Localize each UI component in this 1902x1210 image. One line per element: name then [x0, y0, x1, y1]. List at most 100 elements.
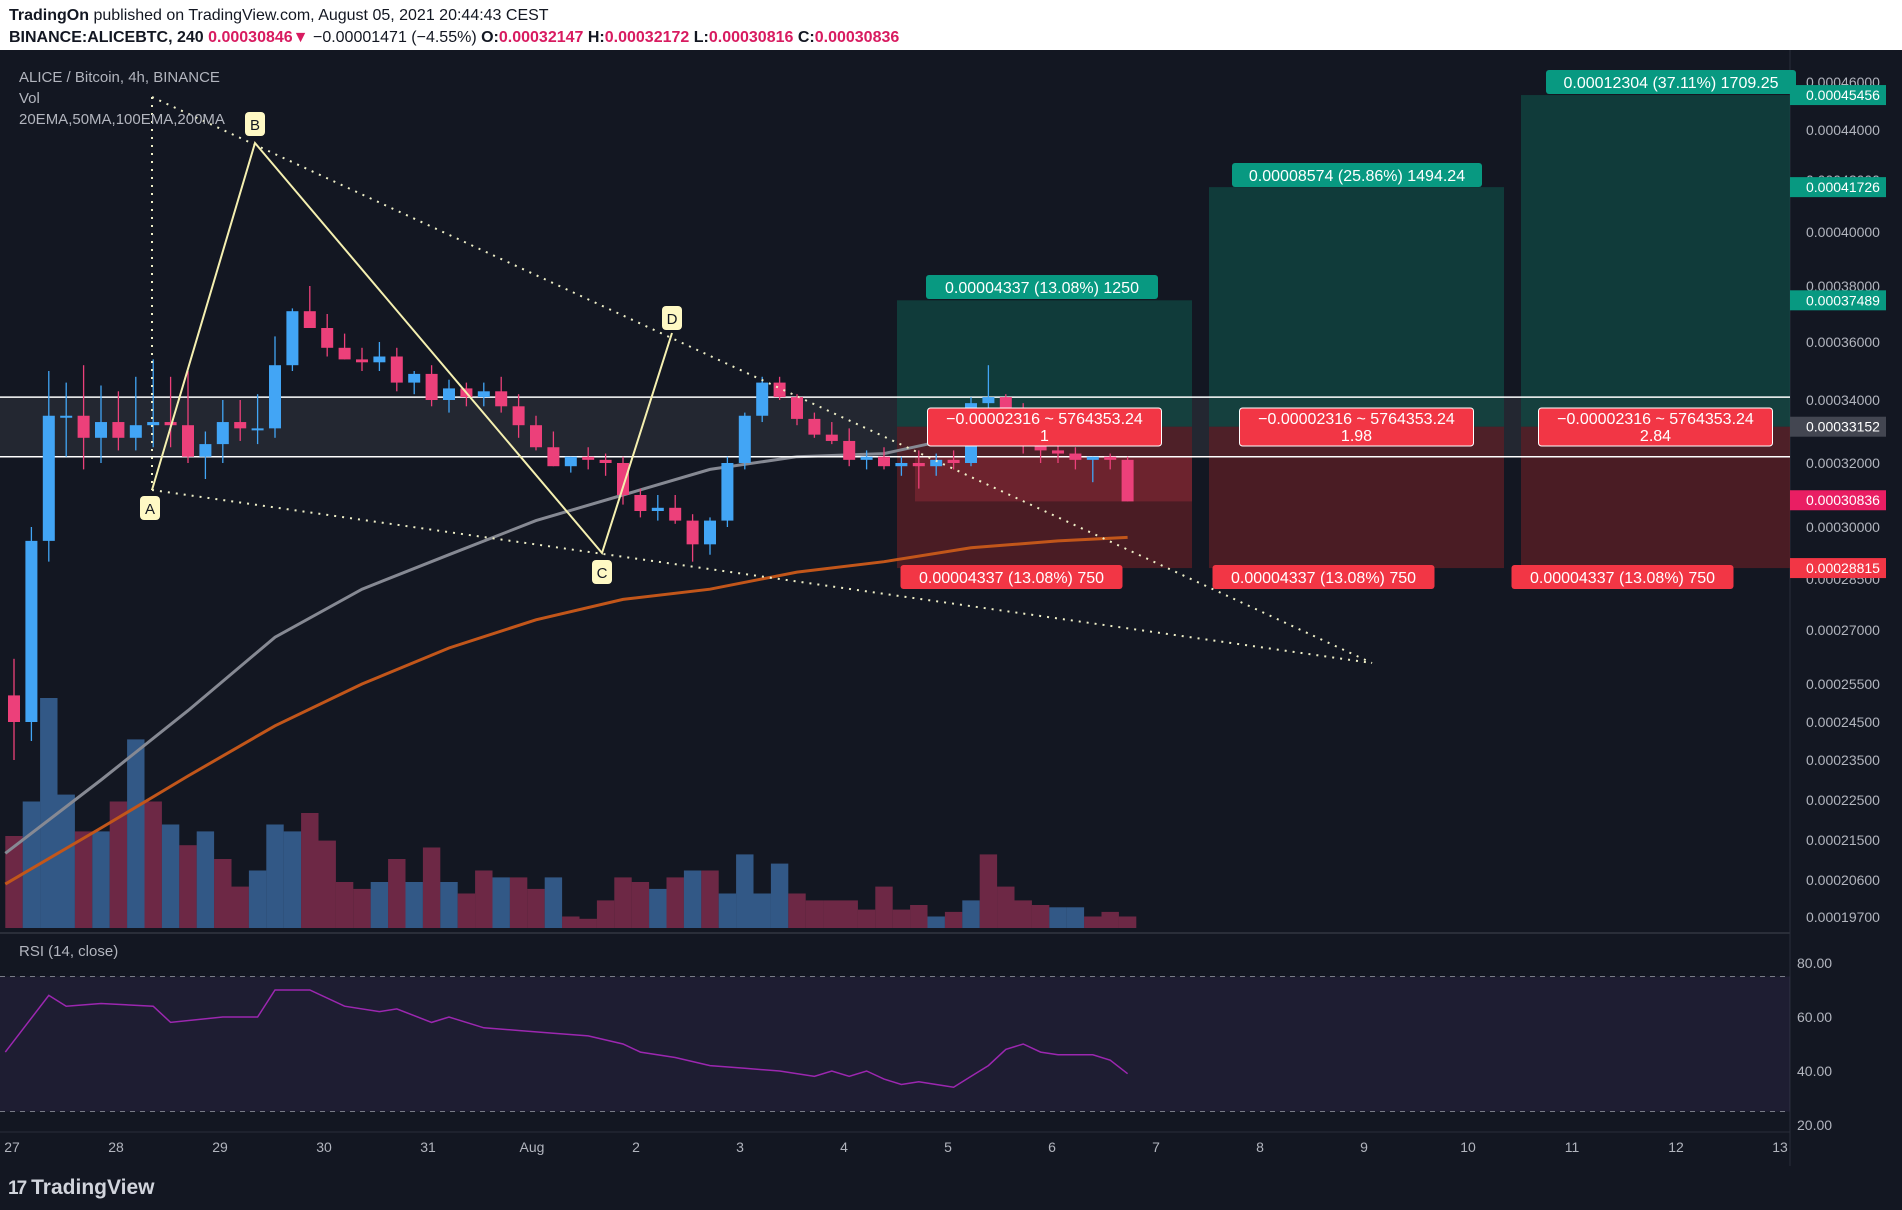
volume-bar [301, 813, 319, 928]
volume-bar [596, 900, 615, 928]
time-axis-tick: 7 [1152, 1139, 1160, 1155]
volume-bar [736, 854, 754, 928]
volume-bar [405, 882, 423, 928]
price-badge [1790, 558, 1886, 579]
volume-bar [997, 886, 1015, 928]
high-label: H: [587, 29, 605, 46]
down-arrow-icon: ▼ [292, 29, 309, 46]
candle-body [1052, 450, 1064, 454]
risk-info-bg [927, 407, 1162, 447]
candle-body [999, 397, 1012, 410]
price-axis-tick: 0.00027000 [1806, 622, 1880, 638]
time-axis-tick: 27 [4, 1139, 20, 1155]
risk-ratio-text: 2.84 [1640, 428, 1671, 445]
stop-zone [1209, 426, 1504, 569]
volume-bar [631, 882, 650, 928]
candle-body [286, 311, 299, 366]
candle-body [164, 422, 177, 426]
volume-bar [74, 831, 93, 928]
volume-bar [179, 845, 197, 928]
time-axis-tick: 13 [1772, 1139, 1788, 1155]
volume-bar [892, 909, 911, 928]
ma-orange-line [4, 535, 1128, 886]
symbol-line: BINANCE:ALICEBTC, 240 0.00030846▼ −0.000… [9, 29, 899, 47]
candle-body [129, 425, 142, 438]
ma-legend: 20EMA,50MA,100EMA,200MA [19, 111, 225, 128]
volume-bar [701, 870, 719, 928]
candle-body [390, 356, 403, 383]
time-axis-tick: 2 [632, 1139, 640, 1155]
abcd-pattern-line [151, 140, 673, 556]
target-label: 0.00004337 (13.08%) 1250 [945, 280, 1139, 297]
candle-body [356, 359, 368, 363]
price-chart[interactable]: A B C D 0.00004337 (13.08%) 1250 −0.00002316… [0, 0, 1902, 1166]
price-badge [1790, 416, 1886, 437]
volume-bar [318, 840, 336, 928]
target-label-bg [926, 275, 1158, 299]
stop-label-bg [900, 565, 1123, 589]
candle-body [425, 373, 438, 400]
candle-body [651, 507, 664, 511]
volume-bar [683, 870, 702, 928]
candle-body [147, 422, 160, 426]
candle-body [77, 415, 90, 438]
time-axis-tick: 29 [212, 1139, 228, 1155]
target-label-bg [1232, 163, 1482, 187]
time-axis-tick: 11 [1565, 1139, 1580, 1155]
rsi-axis-tick: 20.00 [1797, 1117, 1832, 1133]
volume-bar [40, 698, 58, 928]
volume-bar [92, 831, 110, 928]
target-zone [1209, 187, 1504, 427]
time-axis-tick: 8 [1256, 1139, 1264, 1155]
candle-body [808, 418, 821, 435]
price-axis-tick: 0.00040000 [1806, 224, 1880, 240]
volume-bar [666, 877, 684, 928]
high-value: 0.00032172 [604, 29, 690, 46]
candle-body [60, 415, 73, 418]
candle-body [25, 540, 38, 722]
volume-bar [1101, 911, 1119, 928]
candle-body [564, 456, 577, 467]
price-axis-tick: 0.00032000 [1806, 455, 1880, 471]
rsi-legend: RSI (14, close) [19, 943, 118, 960]
volume-bar [57, 794, 75, 928]
candle-body [269, 365, 281, 429]
tradingview-logo[interactable]: 17 TradingView [8, 1176, 154, 1200]
price-badge-text: 0.00030836 [1806, 492, 1880, 508]
price-badge-text: 0.00028815 [1806, 560, 1880, 576]
candle-body [756, 382, 769, 416]
price-badge-text: 0.00037489 [1806, 292, 1880, 308]
volume-bar [979, 854, 998, 928]
stop-label-bg [1511, 565, 1734, 589]
volume-bar [579, 918, 597, 928]
candle-body [599, 459, 612, 463]
time-axis-tick: 6 [1048, 1139, 1056, 1155]
pattern-point-marker [662, 306, 682, 330]
candle-body [234, 422, 247, 429]
volume-bar [875, 886, 893, 928]
volume-bar [770, 863, 789, 928]
price-badge [1790, 177, 1886, 198]
volume-bar [1066, 907, 1085, 928]
candle-body [408, 373, 421, 383]
time-axis-tick: 31 [420, 1139, 436, 1155]
candle-body [582, 456, 595, 460]
published-text: published on TradingView.com, August 05,… [89, 7, 549, 24]
volume-bar [718, 893, 737, 928]
logo-text: TradingView [31, 1176, 155, 1199]
target-zone [1521, 95, 1790, 427]
volume-bar [109, 801, 128, 928]
volume-legend: Vol [19, 90, 40, 107]
candle-body [477, 391, 490, 398]
stop-label: 0.00004337 (13.08%) 750 [919, 570, 1104, 587]
candle-body [912, 463, 925, 467]
price-axis-tick: 0.00044000 [1806, 122, 1880, 138]
volume-bar [492, 877, 510, 928]
volume-bar [1014, 900, 1032, 928]
candle-body [373, 356, 386, 363]
close-value: 0.00030836 [814, 29, 900, 46]
volume-bar [370, 882, 389, 928]
price-axis-tick: 0.00022500 [1806, 792, 1880, 808]
candle-body [860, 456, 873, 460]
pattern-point-label: C [597, 565, 608, 582]
